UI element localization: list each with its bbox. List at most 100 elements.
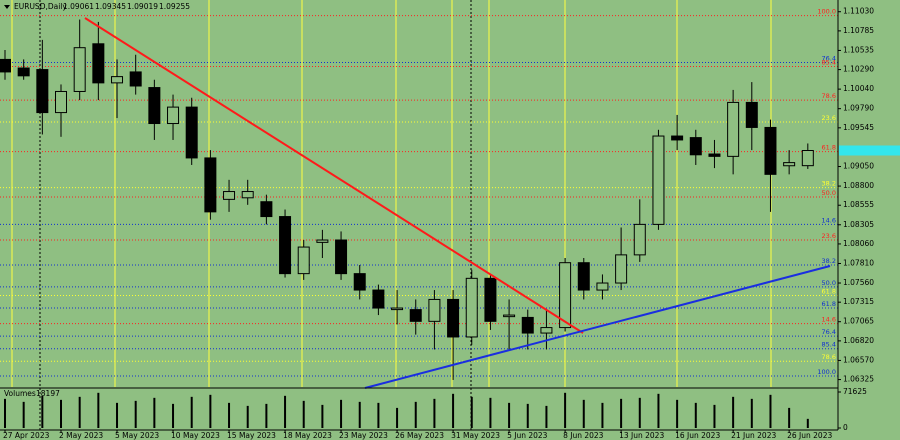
x-tick-label: 5 May 2023 xyxy=(115,431,159,440)
volume-bar xyxy=(228,402,231,428)
candle-body xyxy=(409,309,422,322)
candle-body xyxy=(297,246,310,275)
candle-body xyxy=(521,316,534,334)
candle-body xyxy=(204,157,217,213)
current-price-marker xyxy=(839,145,900,156)
candle-body xyxy=(148,87,161,125)
y-tick-label: 1.06325 xyxy=(843,375,874,384)
volume-bar xyxy=(134,400,137,428)
volume-bar xyxy=(246,405,249,428)
volume-bar xyxy=(265,403,268,428)
level-label: 14.6 xyxy=(822,216,836,224)
level-label: 76.4 xyxy=(822,55,836,63)
volume-bar xyxy=(97,392,100,428)
volume-last: 18197 xyxy=(36,389,60,398)
trend-line xyxy=(364,265,831,389)
volume-bar xyxy=(4,398,6,428)
candle-body xyxy=(92,43,105,84)
volume-bar xyxy=(116,402,119,428)
x-tick-label: 31 May 2023 xyxy=(451,431,500,440)
candle-body xyxy=(559,262,572,329)
volume-bar xyxy=(414,401,417,428)
volume-bar xyxy=(321,404,324,428)
x-tick-label: 26 Jun 2023 xyxy=(787,431,832,440)
level-label: 14.6 xyxy=(822,316,836,324)
candle-body xyxy=(764,126,777,175)
level-label: 85.4 xyxy=(822,341,836,349)
level-label: 100.0 xyxy=(817,368,836,376)
y-tick-label: 1.09790 xyxy=(843,104,874,113)
x-tick-label: 15 May 2023 xyxy=(227,431,276,440)
level-label: 38.2 xyxy=(822,180,836,188)
candle-body xyxy=(0,58,11,73)
volume-bar xyxy=(172,403,175,428)
y-tick-label: 1.06570 xyxy=(843,355,874,364)
candle-body xyxy=(540,327,553,334)
candle-body xyxy=(577,262,590,291)
candle-body xyxy=(503,314,516,318)
ohlc-low: 1.09019 xyxy=(127,2,158,11)
level-label: 50.0 xyxy=(822,279,836,287)
candle-body xyxy=(745,101,758,128)
candle-body xyxy=(316,239,329,243)
candle-body xyxy=(17,67,30,77)
chart-title: EURUSD,Daily xyxy=(14,2,67,11)
y-tick-label: 1.07810 xyxy=(843,258,874,267)
candle-body xyxy=(36,69,49,114)
y-tick-label: 1.10290 xyxy=(843,65,874,74)
y-tick-label: 1.09545 xyxy=(843,123,874,132)
candle-body xyxy=(484,277,497,322)
candle-body xyxy=(783,162,796,167)
level-label: 85.4 xyxy=(822,58,836,66)
candle-body xyxy=(241,191,254,199)
volume-bar xyxy=(508,402,511,428)
candle-body xyxy=(633,223,646,256)
y-tick-label: 1.08060 xyxy=(843,239,874,248)
fib-levels: 100.076.485.478.623.661.838.250.014.623.… xyxy=(0,8,838,377)
volume-bar xyxy=(22,401,25,428)
candle-body xyxy=(689,137,702,156)
volume-bar xyxy=(788,407,791,428)
volume-bar xyxy=(190,396,193,428)
volume-tick-label: 71625 xyxy=(843,387,867,396)
volume-bar xyxy=(396,407,399,428)
candle-body xyxy=(185,106,198,159)
volume-tick-label: 0 xyxy=(843,423,848,432)
level-label: 61.8 xyxy=(822,300,836,308)
y-tick-label: 1.06820 xyxy=(843,336,874,345)
volume-bar xyxy=(452,393,455,428)
candle-body xyxy=(167,106,180,125)
candle-body xyxy=(727,101,740,157)
candle-body xyxy=(671,135,684,141)
trend-line xyxy=(84,17,584,334)
volume-bar xyxy=(340,399,343,428)
y-tick-label: 1.10040 xyxy=(843,84,874,93)
candle-body xyxy=(596,282,609,291)
candle-body xyxy=(335,239,348,275)
y-tick-label: 1.08555 xyxy=(843,200,874,209)
y-tick-label: 1.08800 xyxy=(843,181,874,190)
y-tick-label: 1.08305 xyxy=(843,220,874,229)
volume-bar xyxy=(769,394,772,428)
x-tick-label: 21 Jun 2023 xyxy=(731,431,776,440)
level-label: 50.0 xyxy=(822,189,836,197)
y-tick-label: 1.07560 xyxy=(843,278,874,287)
volume-bar xyxy=(377,402,380,428)
y-tick-label: 1.09050 xyxy=(843,162,874,171)
level-label: 23.6 xyxy=(822,114,836,122)
candle-body xyxy=(615,254,628,284)
volume-bar xyxy=(657,393,660,428)
volume-bar xyxy=(676,399,679,428)
level-label: 76.4 xyxy=(822,328,836,336)
volume-bar xyxy=(302,400,305,428)
volume-bar xyxy=(638,397,641,428)
level-label: 100.0 xyxy=(817,8,836,16)
candle-body xyxy=(708,153,721,157)
volume-bar xyxy=(41,395,44,428)
candle-body xyxy=(260,201,273,218)
candle-body xyxy=(55,90,68,114)
menu-triangle[interactable] xyxy=(4,5,10,9)
y-tick-label: 1.11030 xyxy=(843,7,874,16)
candle-body xyxy=(129,71,142,87)
